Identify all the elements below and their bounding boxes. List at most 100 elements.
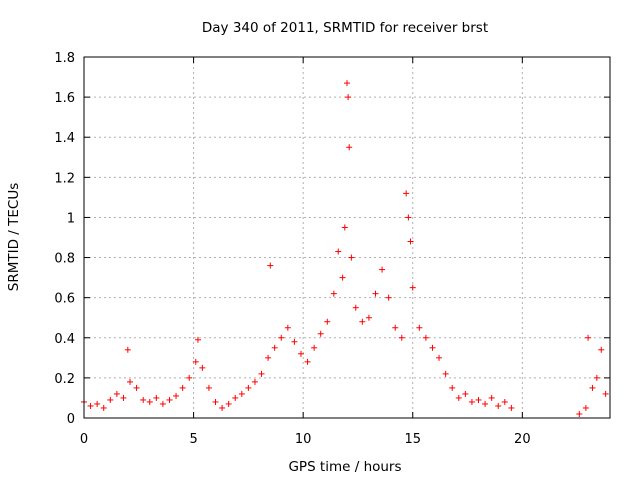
data-point: [508, 404, 515, 411]
data-point: [212, 398, 219, 405]
data-point: [267, 262, 274, 269]
data-point: [192, 358, 199, 365]
data-point: [225, 400, 232, 407]
data-point: [482, 400, 489, 407]
data-point: [602, 390, 609, 397]
data-point: [94, 400, 101, 407]
data-point: [468, 398, 475, 405]
data-point: [146, 398, 153, 405]
x-tick-label: 10: [295, 432, 312, 447]
data-point: [251, 378, 258, 385]
data-point: [398, 334, 405, 341]
y-tick-label: 0: [67, 412, 75, 427]
data-point: [442, 370, 449, 377]
data-point: [100, 404, 107, 411]
y-tick-label: 1.4: [54, 131, 75, 146]
data-point: [232, 394, 239, 401]
data-point: [429, 344, 436, 351]
data-point: [405, 214, 412, 221]
x-tick-labels: 0 5 10 15 20: [80, 432, 531, 447]
data-point: [488, 394, 495, 401]
data-point: [582, 404, 589, 411]
data-point: [311, 344, 318, 351]
data-point: [335, 248, 342, 255]
data-point: [271, 344, 278, 351]
data-point: [462, 390, 469, 397]
data-point: [589, 384, 596, 391]
data-point: [346, 144, 353, 151]
data-point: [278, 334, 285, 341]
data-point: [205, 384, 212, 391]
data-point: [341, 224, 348, 231]
x-tick-label: 5: [189, 432, 197, 447]
data-point: [365, 314, 372, 321]
data-point: [297, 350, 304, 357]
y-axis-label: SRMTID / TECUs: [6, 183, 22, 291]
y-tick-label: 0.6: [54, 292, 75, 307]
data-point: [345, 94, 352, 101]
data-point: [159, 400, 166, 407]
data-point: [598, 346, 605, 353]
data-point: [304, 358, 311, 365]
data-point: [576, 410, 583, 417]
y-tick-label: 1.6: [54, 91, 75, 106]
y-tick-label: 1.2: [54, 171, 75, 186]
data-point: [409, 284, 416, 291]
x-tick-label: 0: [80, 432, 88, 447]
data-point: [291, 338, 298, 345]
data-point: [124, 346, 131, 353]
data-point: [133, 384, 140, 391]
data-point: [219, 404, 226, 411]
data-point: [403, 190, 410, 197]
x-axis-label: GPS time / hours: [288, 459, 401, 475]
data-point: [422, 334, 429, 341]
data-point: [173, 392, 180, 399]
plot-frame: [83, 56, 611, 419]
data-point: [245, 384, 252, 391]
data-point: [379, 266, 386, 273]
data-point: [140, 396, 147, 403]
data-point: [284, 324, 291, 331]
data-point: [166, 396, 173, 403]
data-point: [501, 398, 508, 405]
data-point: [238, 390, 245, 397]
data-point: [436, 354, 443, 361]
data-point: [455, 394, 462, 401]
x-tick-label: 15: [404, 432, 421, 447]
data-point: [416, 324, 423, 331]
y-tick-label: 1: [67, 211, 75, 226]
x-tick-label: 20: [514, 432, 531, 447]
data-point: [120, 394, 127, 401]
data-point: [344, 80, 350, 87]
data-point: [449, 384, 456, 391]
data-point: [199, 364, 206, 371]
grid-layer: [84, 57, 610, 418]
data-point: [392, 324, 399, 331]
data-point: [385, 294, 392, 301]
chart-title: Day 340 of 2011, SRMTID for receiver brs…: [202, 20, 488, 36]
data-point: [179, 384, 186, 391]
data-point: [265, 354, 272, 361]
y-tick-label: 0.4: [54, 332, 75, 347]
data-point: [339, 274, 346, 281]
data-point: [407, 238, 414, 245]
data-point: [593, 374, 600, 381]
y-tick-label: 1.8: [54, 51, 75, 66]
y-tick-label: 0.8: [54, 252, 75, 267]
data-point: [495, 402, 502, 409]
y-tick-label: 0.2: [54, 372, 75, 387]
data-point: [317, 330, 324, 337]
data-point: [348, 254, 355, 261]
data-point: [324, 318, 331, 325]
data-point: [186, 374, 193, 381]
data-point: [113, 390, 120, 397]
data-point: [330, 290, 337, 297]
data-point: [585, 334, 592, 341]
y-tick-labels: 0 0.2 0.4 0.6 0.8 1 1.2 1.4 1.6 1.8: [54, 51, 75, 427]
data-point: [87, 402, 94, 409]
data-point: [475, 396, 482, 403]
data-point: [107, 396, 114, 403]
data-point: [194, 336, 201, 343]
data-point: [258, 370, 265, 377]
